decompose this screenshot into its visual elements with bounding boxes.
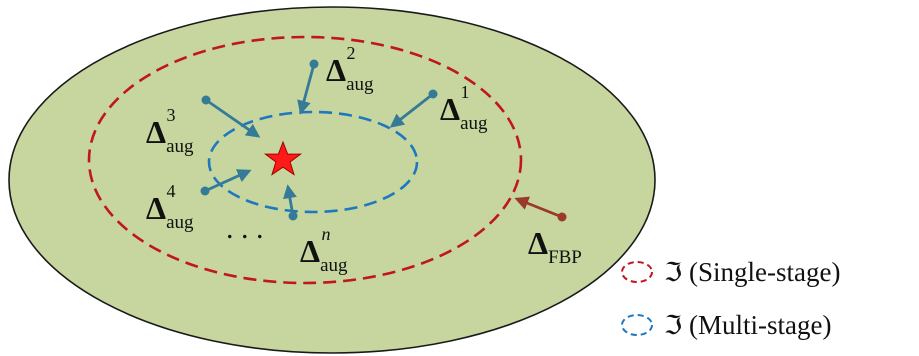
augn-dot (288, 211, 298, 221)
legend: ℑ (Single-stage) ℑ (Multi-stage) (621, 257, 840, 341)
aug2-dot (309, 59, 319, 69)
aug1-dot (428, 89, 438, 99)
aug4-label: Δaug4 (146, 181, 194, 233)
aug4-arrow (204, 169, 252, 193)
aug4-dot (200, 186, 210, 196)
aug1-label: Δaug1 (440, 82, 488, 134)
dashed-ellipse-icon (621, 314, 653, 336)
augn-label: Δaugn (300, 224, 348, 276)
legend-single-stage-label: (Single-stage) (689, 257, 840, 287)
aug3-arrow (205, 98, 261, 138)
aug2-arrow (297, 63, 316, 115)
solution-space-region (8, 6, 656, 354)
star-icon (263, 140, 303, 176)
legend-single-symbol: ℑ (664, 258, 682, 288)
fbp-dot (557, 212, 567, 222)
single-stage-ring (87, 35, 523, 285)
fbp-arrow-group (514, 196, 567, 222)
aug1-arrow (389, 92, 434, 128)
dashed-ellipse-icon (621, 261, 653, 283)
legend-multi-stage-label: (Multi-stage) (689, 310, 831, 340)
fbp-label: ΔFBP (528, 225, 582, 268)
aug3-label: Δaug3 (146, 105, 194, 157)
fbp-arrow (514, 196, 563, 219)
ellipsis-dots: . . . (226, 212, 264, 245)
legend-multi-symbol: ℑ (664, 311, 682, 341)
aug3-dot (201, 95, 211, 105)
aug2-label: Δaug2 (326, 43, 374, 95)
multi-stage-ring (207, 110, 419, 214)
aug-arrows (200, 59, 438, 221)
augn-arrow (283, 184, 297, 217)
